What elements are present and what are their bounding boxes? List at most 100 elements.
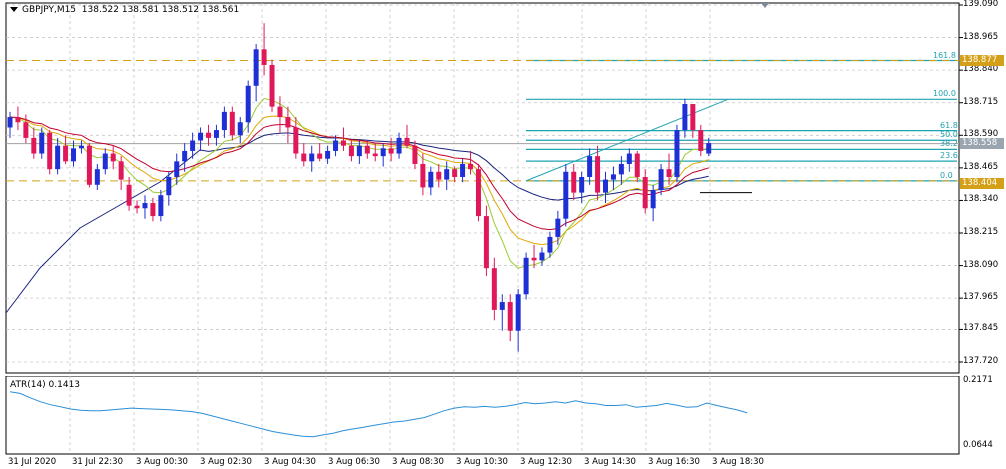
bear-candle-body [348,145,354,157]
y-tick-label: 137.845 [963,323,999,334]
bear-candle-body [452,169,458,177]
bull-candle-body [221,111,227,131]
bull-candle-body [380,148,386,157]
bull-candle-body [182,150,188,162]
bull-candle-body [523,257,529,295]
bear-candle-body [571,171,577,193]
fib-level-label: 0.0 [940,170,953,180]
bull-candle-body [396,137,402,154]
bear-candle-body [31,137,37,154]
bull-candle-body [626,153,632,164]
bull-candle-body [253,49,259,86]
bear-candle-body [150,203,156,217]
bull-candle-body [603,179,608,193]
bull-candle-body [190,140,196,151]
bull-candle-body [71,148,77,162]
y-tick-label: 138.590 [963,129,999,140]
bear-candle-body [285,117,291,128]
bull-candle-body [444,169,450,180]
bull-candle-body [618,163,624,175]
x-tick-label: 3 Aug 18:30 [712,457,764,467]
bear-candle-body [404,137,410,146]
atr-indicator-area[interactable] [0,376,1006,457]
fib-level-label: 23.6 [940,151,958,161]
y-tick-label: 137.965 [963,292,999,303]
bear-candle-body [436,171,442,180]
x-tick-label: 3 Aug 04:30 [264,457,316,467]
bull-candle-body [706,143,712,154]
bear-candle-body [293,127,299,154]
bull-candle-body [213,130,219,138]
bear-candle-body [86,145,92,185]
bear-candle-body [491,268,497,310]
bull-candle-body [55,145,61,170]
fib-level-label: 100.0 [933,89,956,99]
y-tick-label: 138.840 [963,64,999,75]
bull-candle-body [174,161,180,177]
x-tick-label: 3 Aug 08:30 [392,457,444,467]
bull-candle-body [309,153,315,162]
bull-candle-body [325,150,331,159]
bear-candle-body [126,184,132,206]
bear-candle-body [340,140,346,146]
y-tick-label: 138.465 [963,161,999,172]
x-tick-label: 3 Aug 16:30 [648,457,700,467]
y-tick-label: 139.090 [963,0,999,9]
bull-candle-body [198,132,204,141]
bull-candle-body [460,163,466,177]
bull-candle-body [78,145,84,149]
bear-candle-body [690,104,696,131]
bull-candle-body [102,153,108,170]
ma-slow-line [5,132,709,314]
bull-candle-body [658,169,664,191]
x-tick-label: 31 Jul 22:30 [72,457,123,467]
atr-tick-max: 0.2171 [963,375,993,385]
bull-candle-body [555,218,561,237]
fib-level-label: 61.8 [940,120,958,130]
shift-marker-icon[interactable] [761,3,769,8]
symbol-name: GBPJPY,M15 [22,5,77,15]
bear-candle-body [388,148,394,154]
bear-candle-body [642,176,648,209]
atr-border [5,376,960,455]
bear-candle-body [269,64,275,107]
bull-candle-body [245,85,251,123]
bull-candle-body [39,132,45,154]
bull-candle-body [563,171,569,219]
bear-candle-body [301,153,307,162]
symbol-info[interactable]: GBPJPY,M15 138.522 138.581 138.512 138.5… [10,5,239,15]
price-tag-current: 138.558 [960,138,1004,150]
price-tag-fib-0: 138.404 [960,178,1004,190]
bull-candle-body [7,117,13,128]
x-tick-label: 3 Aug 02:30 [200,457,252,467]
atr-tick-min: 0.0644 [963,440,993,450]
bear-candle-body [47,132,53,170]
dropdown-triangle-icon[interactable] [10,7,18,12]
y-tick-label: 138.215 [963,227,999,237]
bear-candle-body [595,156,601,193]
candlesticks [7,23,712,352]
bear-candle-body [372,153,378,157]
bull-candle-body [610,174,616,180]
bear-candle-body [229,111,235,136]
y-tick-label: 138.090 [963,259,999,270]
fib-level-label: 38.2 [940,139,958,149]
atr-line [9,391,748,438]
bear-candle-body [412,145,418,164]
bear-candle-body [475,169,481,217]
bear-candle-body [261,49,267,65]
bear-candle-body [206,132,211,138]
x-tick-label: 31 Jul 2020 [8,457,57,467]
x-tick-label: 3 Aug 00:30 [136,457,188,467]
bear-candle-body [698,130,704,151]
bear-candle-body [531,257,537,261]
bull-candle-body [166,176,172,196]
bull-candle-body [356,145,362,157]
bull-candle-body [499,302,505,310]
price-chart-area[interactable] [0,0,1006,376]
bear-candle-body [63,145,69,162]
fib-level-label: 161.8 [933,50,956,60]
bull-candle-body [650,190,656,209]
bull-candle-body [333,140,339,151]
bear-candle-body [277,106,283,118]
